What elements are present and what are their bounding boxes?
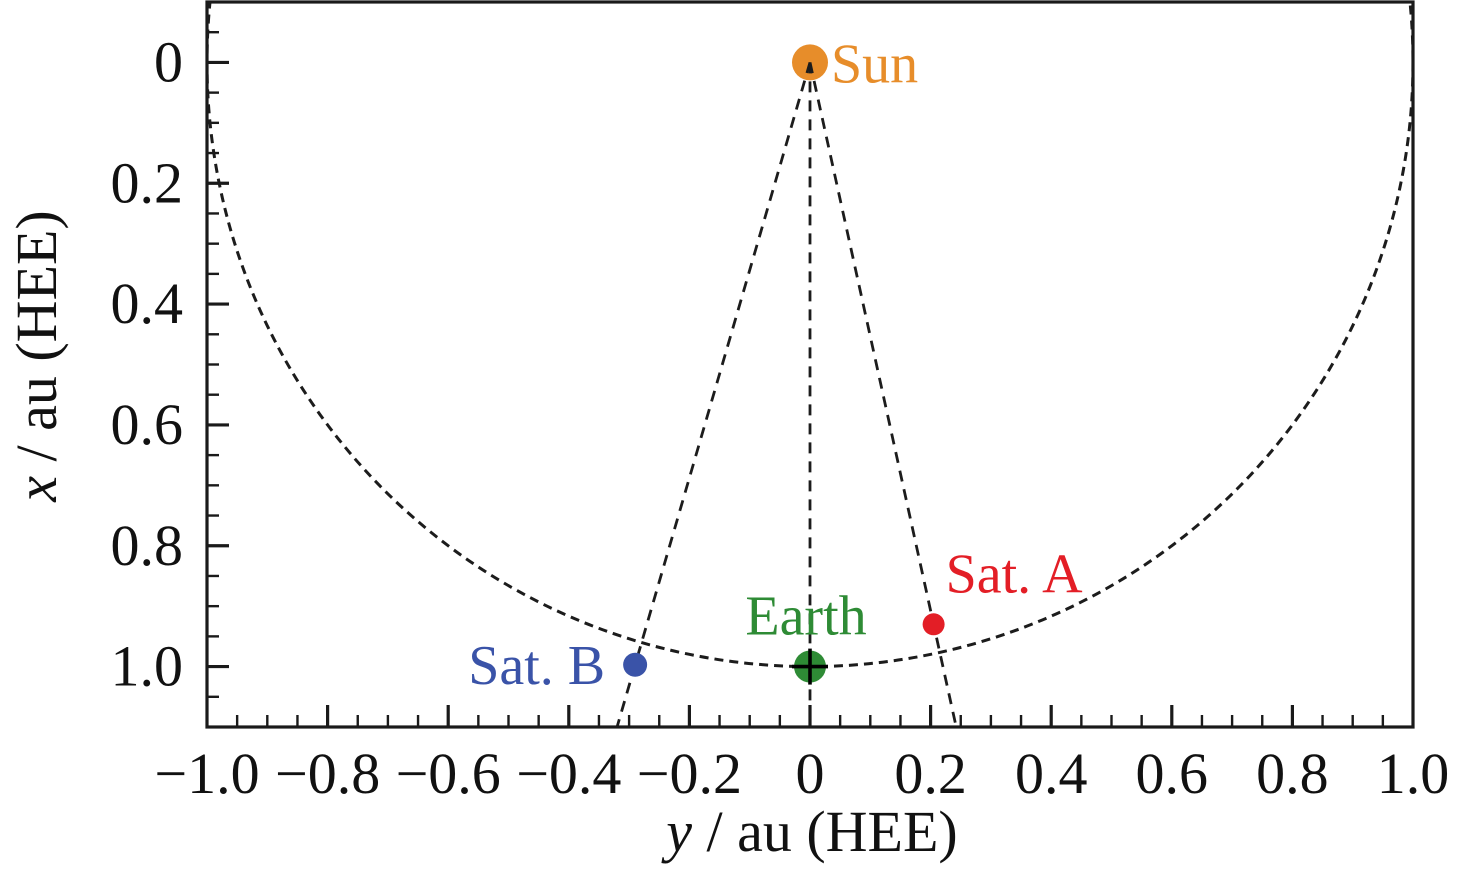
- point-sat-a: [922, 613, 945, 636]
- x-axis-tick-label: −0.2: [637, 741, 742, 806]
- y-axis-label: x / au (HEE): [4, 210, 69, 502]
- sight-lines-layer: [615, 62, 958, 727]
- label-sun: Sun: [831, 33, 918, 95]
- y-axis-tick-label: 0.8: [111, 513, 184, 578]
- tick-labels: −1.0 −0.8 −0.6 −0.4 −0.2 0 0.2 0.4 0.6 0.8 1.0 0 0.2…: [111, 29, 1450, 806]
- y-axis-tick-label: 0.4: [111, 271, 184, 336]
- plot-frame: [205, 0, 1415, 729]
- y-axis-tick-label: 0.6: [111, 392, 184, 457]
- x-axis-tick-label: 0: [796, 741, 825, 806]
- y-axis-tick-label: 1.0: [111, 634, 184, 699]
- sun-sat-b-line: [615, 62, 812, 727]
- x-axis-tick-label: −0.4: [516, 741, 621, 806]
- label-sat-a: Sat. A: [946, 543, 1083, 605]
- x-axis-label: y / au (HEE): [661, 799, 957, 864]
- x-axis-tick-label: 1.0: [1377, 741, 1450, 806]
- x-axis-tick-label: 0.6: [1136, 741, 1209, 806]
- point-sat-b: [623, 652, 648, 677]
- x-axis-tick-label: 0.8: [1256, 741, 1329, 806]
- x-axis-tick-label: −1.0: [154, 741, 259, 806]
- x-axis-tick-label: 0.4: [1015, 741, 1088, 806]
- y-axis-tick-label: 0.2: [111, 150, 184, 215]
- y-axis-tick-label: 0: [154, 29, 183, 94]
- label-earth: Earth: [745, 586, 866, 648]
- axis-ticks: [207, 31, 1385, 727]
- x-axis-tick-label: −0.6: [396, 741, 501, 806]
- x-axis-tick-label: 0.2: [894, 741, 967, 806]
- earth-cross-marker: [792, 648, 828, 685]
- x-axis-tick-label: −0.8: [275, 741, 380, 806]
- label-sat-b: Sat. B: [468, 635, 605, 697]
